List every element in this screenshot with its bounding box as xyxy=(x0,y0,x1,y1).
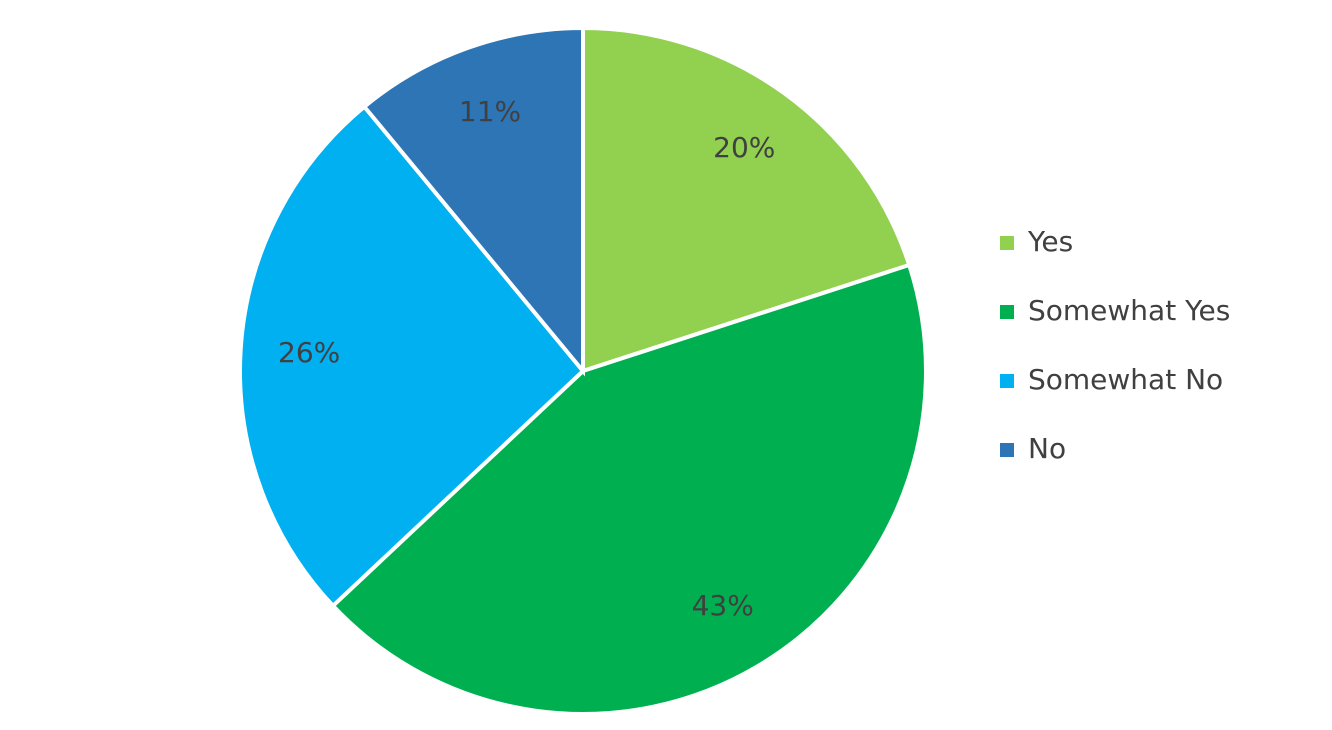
legend-swatch xyxy=(1000,443,1014,457)
pie-slice xyxy=(581,25,912,374)
legend-swatch xyxy=(1000,374,1014,388)
data-label: 26% xyxy=(278,336,340,369)
data-label: 43% xyxy=(692,589,754,622)
pie-slice xyxy=(330,262,928,716)
legend-label: No xyxy=(1028,432,1066,465)
pie-slice xyxy=(238,103,586,609)
legend-label: Yes xyxy=(1027,225,1073,258)
data-label: 11% xyxy=(459,95,521,128)
pie-slice xyxy=(361,25,585,377)
legend-label: Somewhat No xyxy=(1028,363,1223,396)
legend-swatch xyxy=(1000,236,1014,250)
legend-label: Somewhat Yes xyxy=(1028,294,1230,327)
data-label: 20% xyxy=(713,131,775,164)
legend-swatch xyxy=(1000,305,1014,319)
